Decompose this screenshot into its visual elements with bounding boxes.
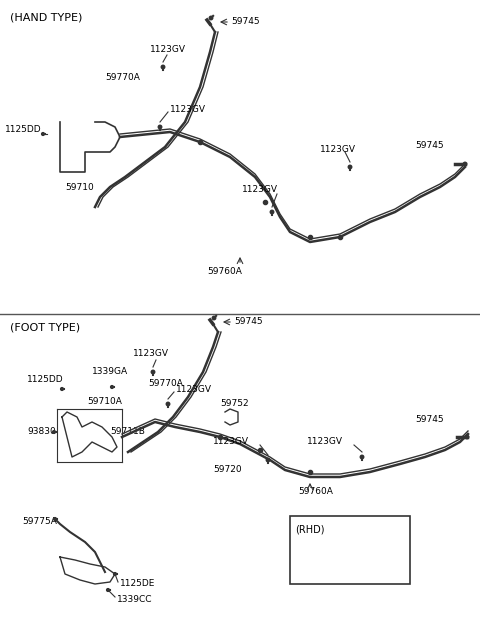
Text: 1123GV: 1123GV [150, 44, 186, 54]
Text: 59770A: 59770A [105, 73, 140, 82]
Text: 1125DE: 1125DE [120, 580, 156, 588]
Text: 59760A: 59760A [298, 487, 333, 497]
Text: 59760A: 59760A [207, 267, 242, 277]
Text: 93830: 93830 [27, 427, 56, 437]
Text: (RHD): (RHD) [295, 524, 324, 534]
Circle shape [348, 165, 352, 169]
Text: 59720: 59720 [213, 466, 241, 475]
Text: 1123GV: 1123GV [307, 437, 343, 446]
Circle shape [209, 16, 213, 20]
Text: 1123GV: 1123GV [320, 145, 356, 154]
Text: 1125DD: 1125DD [27, 375, 64, 384]
Text: 59710A: 59710A [87, 398, 122, 406]
Text: 1123GV: 1123GV [133, 349, 169, 358]
Circle shape [110, 386, 113, 389]
Text: 59752: 59752 [220, 399, 249, 408]
Bar [290, 516, 410, 584]
Text: 1339GA: 1339GA [92, 367, 128, 377]
Circle shape [54, 518, 57, 520]
Circle shape [151, 370, 155, 374]
Circle shape [53, 430, 55, 434]
Text: 1123GV: 1123GV [176, 384, 212, 394]
Text: 1123GV: 1123GV [242, 186, 278, 195]
Text: 59711B: 59711B [110, 427, 145, 437]
Circle shape [107, 588, 109, 592]
Text: 59745: 59745 [415, 142, 444, 150]
Circle shape [296, 545, 300, 549]
Text: 1123GV: 1123GV [170, 104, 206, 114]
Circle shape [463, 162, 467, 166]
Text: (HAND TYPE): (HAND TYPE) [10, 12, 83, 22]
Circle shape [266, 458, 270, 462]
Text: 59710: 59710 [65, 183, 94, 191]
Text: 1123GV: 1123GV [213, 437, 249, 446]
Text: 59745: 59745 [234, 317, 263, 327]
Circle shape [42, 133, 44, 135]
Circle shape [270, 210, 274, 214]
Text: 59745: 59745 [415, 415, 444, 423]
Circle shape [114, 573, 117, 575]
Circle shape [60, 387, 63, 391]
Text: 1125DB: 1125DB [308, 542, 344, 552]
Text: (FOOT TYPE): (FOOT TYPE) [10, 322, 80, 332]
Text: 1339CC: 1339CC [117, 595, 153, 604]
Circle shape [212, 316, 216, 320]
Circle shape [161, 65, 165, 69]
Text: 59775A: 59775A [22, 518, 57, 526]
Circle shape [166, 402, 170, 406]
Circle shape [360, 455, 364, 459]
Text: 59770A: 59770A [148, 379, 183, 389]
Text: 1125DD: 1125DD [5, 126, 42, 135]
Text: 59745: 59745 [231, 18, 260, 27]
Circle shape [465, 435, 469, 439]
Circle shape [158, 125, 162, 129]
